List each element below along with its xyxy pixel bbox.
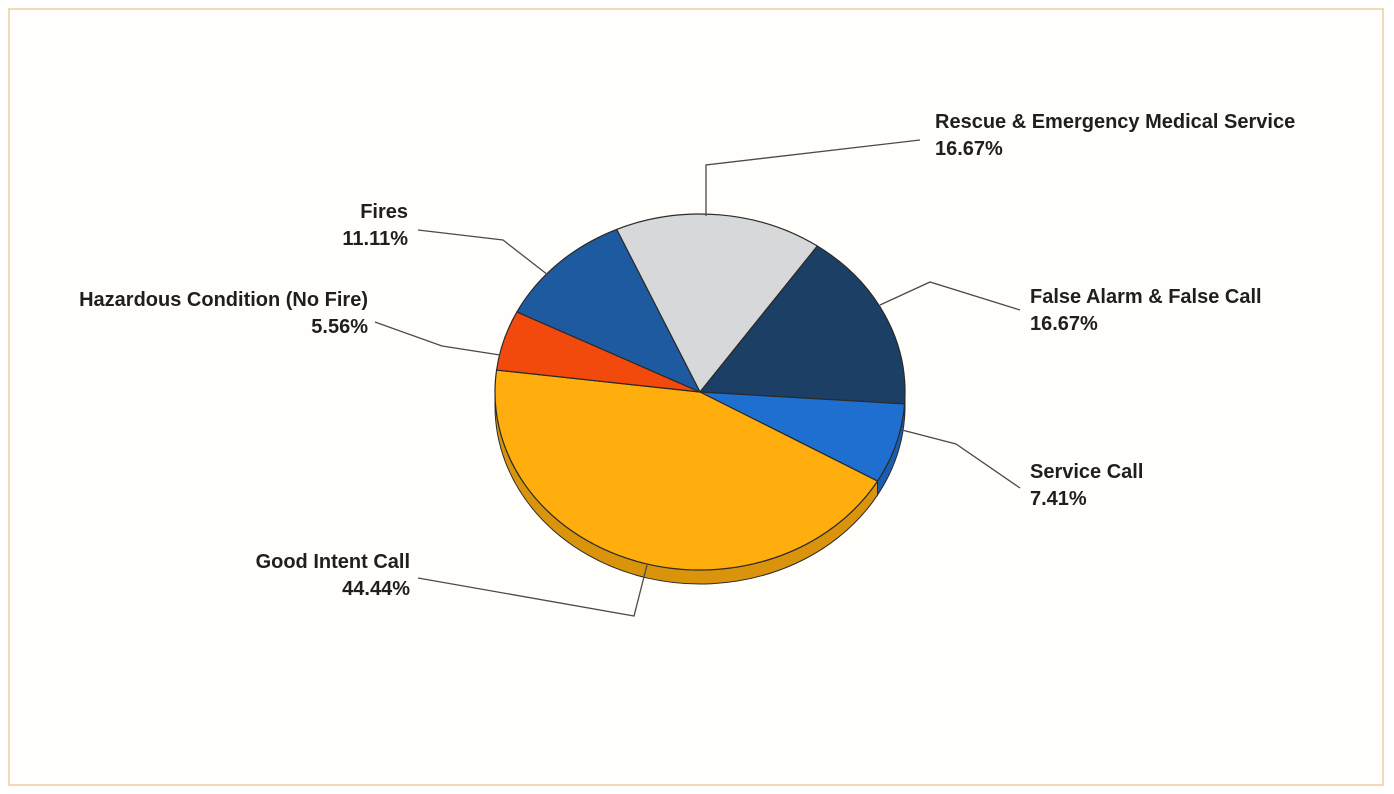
slice-percent-0: 16.67% — [935, 138, 1003, 160]
slice-label-4: Hazardous Condition (No Fire) — [79, 289, 368, 311]
slice-percent-2: 7.41% — [1030, 488, 1087, 510]
leader-line-3 — [417, 564, 648, 617]
slice-label-0: Rescue & Emergency Medical Service — [935, 111, 1295, 133]
slice-percent-1: 16.67% — [1030, 313, 1098, 335]
pie-slice-3 — [494, 369, 879, 571]
slice-label-2: Service Call — [1030, 461, 1143, 483]
slice-percent-4: 5.56% — [311, 316, 368, 338]
slice-label-1: False Alarm & False Call — [1030, 286, 1262, 308]
leader-lines-layer — [374, 139, 1021, 617]
slice-percent-5: 11.11% — [342, 228, 408, 250]
leader-line-4 — [374, 321, 501, 356]
pie-slices-layer — [494, 213, 906, 571]
slice-labels-layer: Rescue & Emergency Medical Service 16.67%… — [79, 111, 1295, 600]
slice-label-3: Good Intent Call — [256, 551, 410, 573]
slice-label-5: Fires — [360, 201, 408, 223]
leader-line-1 — [879, 281, 1021, 311]
pie-slice-5 — [516, 228, 701, 393]
leader-line-5 — [417, 229, 549, 276]
leader-line-0 — [705, 139, 921, 216]
pie-slice-0 — [616, 213, 818, 393]
leader-line-2 — [901, 429, 1021, 489]
slice-percent-3: 44.44% — [342, 578, 410, 600]
pie-slice-1 — [699, 245, 906, 405]
